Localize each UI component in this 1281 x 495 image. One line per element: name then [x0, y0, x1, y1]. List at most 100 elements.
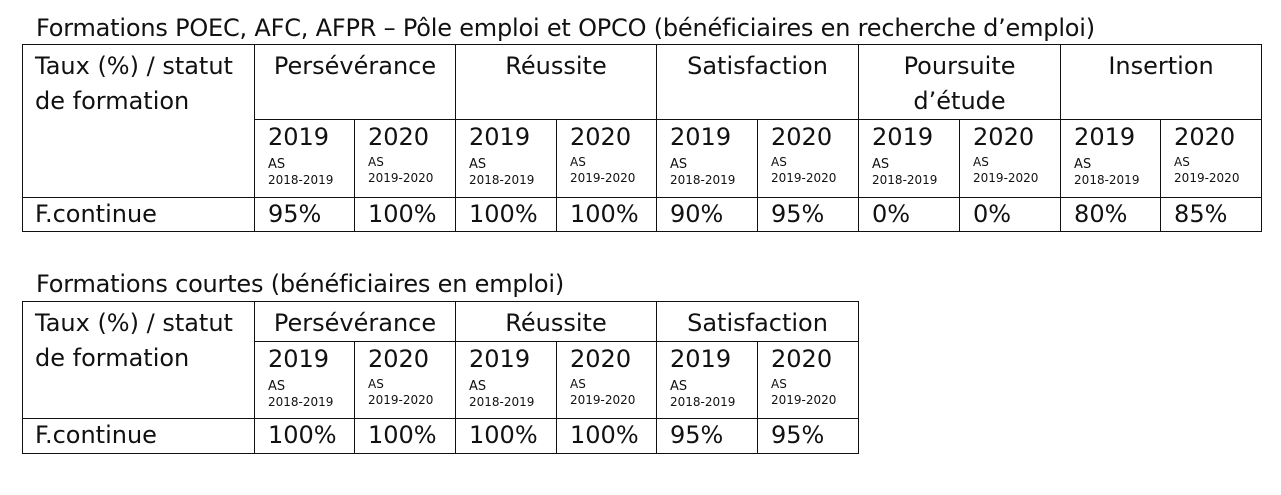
as-label: AS: [368, 377, 384, 391]
year-header: 2020 AS 2019-2020: [1160, 119, 1263, 198]
period-label: 2018-2019: [1074, 173, 1140, 187]
period-label: 2018-2019: [268, 395, 334, 409]
as-label: AS: [1074, 157, 1092, 172]
year-label: 2020: [570, 345, 632, 373]
rate-cell: 90%: [656, 197, 759, 232]
period-label: 2019-2020: [368, 171, 434, 185]
as-label: AS: [872, 157, 890, 172]
rate-cell: 100%: [353, 418, 457, 454]
table-1-caption: Formations POEC, AFC, AFPR – Pôle emploi…: [36, 14, 1095, 42]
rate-cell: 0%: [959, 197, 1062, 232]
year-label: 2019: [268, 123, 330, 151]
rate-cell: 100%: [254, 418, 355, 454]
year-label: 2020: [1174, 123, 1236, 151]
table-job-seekers: Taux (%) / statut de formation Persévéran…: [22, 44, 1263, 232]
period-label: 2018-2019: [670, 395, 736, 409]
year-label: 2019: [670, 345, 732, 373]
year-header: 2020 AS 2019-2020: [353, 341, 457, 419]
as-label: AS: [1174, 155, 1190, 169]
year-label: 2020: [973, 123, 1035, 151]
as-label: AS: [469, 379, 487, 394]
table-row: F.continue 100% 100% 100% 100% 95% 95%: [22, 418, 860, 454]
year-header: 2019 AS 2018-2019: [254, 341, 355, 419]
year-header: 2020 AS 2019-2020: [757, 341, 860, 419]
year-label: 2020: [771, 345, 833, 373]
year-label: 2019: [1074, 123, 1136, 151]
year-header: 2020 AS 2019-2020: [959, 119, 1062, 198]
as-label: AS: [670, 379, 688, 394]
rate-cell: 95%: [757, 418, 860, 454]
year-label: 2020: [368, 345, 430, 373]
rate-cell: 95%: [656, 418, 759, 454]
rate-cell: 95%: [757, 197, 860, 232]
metric-header: Réussite: [455, 44, 658, 120]
table-short-trainings: Taux (%) / statut de formation Persévéran…: [22, 301, 860, 454]
rate-cell: 100%: [353, 197, 457, 232]
year-label: 2020: [368, 123, 430, 151]
period-label: 2019-2020: [570, 393, 636, 407]
metric-header: Poursuite d’étude: [858, 44, 1062, 120]
year-label: 2019: [872, 123, 934, 151]
year-header: 2019 AS 2018-2019: [254, 119, 355, 198]
year-label: 2019: [469, 123, 531, 151]
period-label: 2018-2019: [469, 173, 535, 187]
table-row: F.continue 95% 100% 100% 100% 90% 95% 0% 0% 80% 85…: [22, 197, 1263, 232]
period-label: 2019-2020: [973, 171, 1039, 185]
year-header: 2019 AS 2018-2019: [455, 341, 558, 419]
as-label: AS: [771, 155, 787, 169]
period-label: 2019-2020: [771, 171, 837, 185]
year-header: 2020 AS 2019-2020: [556, 341, 658, 419]
period-label: 2019-2020: [368, 393, 434, 407]
metric-header: Insertion: [1060, 44, 1263, 120]
as-label: AS: [469, 157, 487, 172]
year-header: 2020 AS 2019-2020: [757, 119, 860, 198]
year-header: 2019 AS 2018-2019: [1060, 119, 1162, 198]
year-header: 2019 AS 2018-2019: [455, 119, 558, 198]
header-row-years: 2019 AS 2018-2019 2020 AS 2019-2020 2019 AS 2018…: [23, 341, 860, 419]
row-label: F.continue: [22, 418, 255, 454]
year-header: 2019 AS 2018-2019: [656, 119, 759, 198]
header-row-metrics: Taux (%) / statut de formation Persévéran…: [22, 44, 1263, 198]
as-label: AS: [973, 155, 989, 169]
year-label: 2019: [268, 345, 330, 373]
status-header: Taux (%) / statut de formation: [22, 44, 255, 198]
rate-cell: 100%: [556, 418, 658, 454]
year-header: 2019 AS 2018-2019: [858, 119, 961, 198]
year-header: 2020 AS 2019-2020: [353, 119, 457, 198]
period-label: 2019-2020: [570, 171, 636, 185]
as-label: AS: [771, 377, 787, 391]
period-label: 2019-2020: [1174, 171, 1240, 185]
metric-header: Persévérance: [253, 301, 457, 342]
as-label: AS: [570, 377, 586, 391]
as-label: AS: [268, 379, 286, 394]
period-label: 2018-2019: [670, 173, 736, 187]
metric-header: Satisfaction: [656, 301, 860, 342]
year-label: 2020: [570, 123, 632, 151]
period-label: 2019-2020: [771, 393, 837, 407]
metric-header: Persévérance: [253, 44, 457, 120]
year-label: 2019: [670, 123, 732, 151]
rate-cell: 85%: [1160, 197, 1263, 232]
as-label: AS: [570, 155, 586, 169]
as-label: AS: [268, 157, 286, 172]
row-label: F.continue: [22, 197, 255, 232]
year-label: 2020: [771, 123, 833, 151]
period-label: 2018-2019: [268, 173, 334, 187]
period-label: 2018-2019: [469, 395, 535, 409]
period-label: 2018-2019: [872, 173, 938, 187]
as-label: AS: [670, 157, 688, 172]
rate-cell: 100%: [455, 197, 558, 232]
year-header: 2019 AS 2018-2019: [656, 341, 759, 419]
rate-cell: 100%: [455, 418, 558, 454]
status-header: Taux (%) / statut de formation: [22, 301, 255, 419]
metric-header: Satisfaction: [656, 44, 860, 120]
header-row-years: 2019 AS 2018-2019 2020 AS 2019-2020 2019 AS 2018…: [23, 119, 1263, 198]
metric-header: Réussite: [455, 301, 658, 342]
year-label: 2019: [469, 345, 531, 373]
year-header: 2020 AS 2019-2020: [556, 119, 658, 198]
rate-cell: 95%: [254, 197, 355, 232]
rate-cell: 100%: [556, 197, 658, 232]
rate-cell: 80%: [1060, 197, 1162, 232]
table-2-caption: Formations courtes (bénéficiaires en emp…: [36, 270, 565, 298]
header-row-metrics: Taux (%) / statut de formation Persévéran…: [22, 301, 860, 419]
